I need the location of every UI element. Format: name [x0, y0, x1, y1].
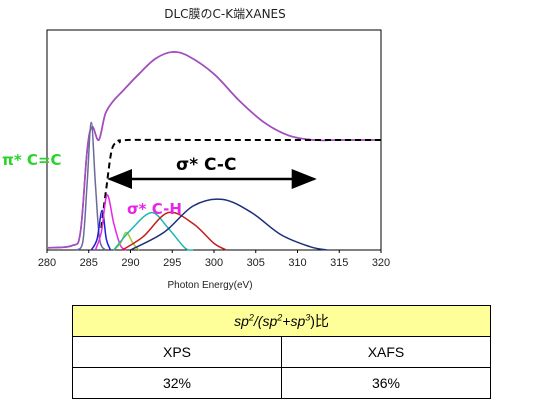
x-tick-label: 320 [372, 257, 390, 269]
annotation-pi-cc: π* C=C [2, 151, 62, 169]
series-line-5 [94, 194, 127, 251]
series-line-1 [46, 51, 381, 249]
header-text-plus: + [282, 313, 291, 329]
series-line-2 [100, 138, 381, 229]
series-line-7 [113, 211, 194, 251]
value-xps: 32% [72, 367, 282, 399]
x-axis-ticks: 280 285 290 295 300 305 310 315 320 [38, 250, 390, 269]
header-text-sp: sp [290, 313, 306, 329]
table-header-row: sp2/(sp2+sp3)比 [72, 305, 491, 337]
x-tick-label: 300 [205, 257, 223, 269]
series-line-6 [113, 231, 140, 251]
annotation-sigma-cc: σ* C-C [176, 155, 236, 175]
annotation-sigma-ch: σ* C-H [127, 200, 182, 218]
x-tick-label: 315 [330, 257, 348, 269]
chart-title: DLC膜のC-K端XANES [164, 7, 286, 21]
header-exp: 2 [248, 312, 254, 323]
table-row: 32% 36% [72, 367, 491, 399]
xanes-chart: DLC膜のC-K端XANES 280 285 290 295 300 305 310 315 3… [2, 7, 390, 291]
header-text-close: )比 [310, 313, 329, 329]
header-exp: 2 [277, 312, 283, 323]
value-xafs: 36% [281, 367, 491, 399]
series-layer [46, 51, 381, 251]
header-text-mid: /( [253, 313, 263, 329]
header-text-sp: sp [262, 313, 278, 329]
header-exp: 3 [305, 312, 311, 323]
x-tick-label: 305 [247, 257, 265, 269]
series-line-4 [90, 209, 112, 251]
series-line-9 [130, 198, 327, 251]
x-axis-label: Photon Energy(eV) [167, 280, 252, 291]
x-tick-label: 280 [38, 257, 56, 269]
chart-svg: DLC膜のC-K端XANES 280 285 290 295 300 305 310 315 3… [2, 7, 390, 291]
column-header-xps: XPS [72, 336, 282, 368]
column-header-xafs: XAFS [281, 336, 491, 368]
table-header-cell: sp2/(sp2+sp3)比 [72, 305, 491, 337]
x-tick-label: 285 [80, 257, 98, 269]
table-row: XPS XAFS [72, 336, 491, 368]
x-tick-label: 290 [121, 257, 139, 269]
x-tick-label: 310 [288, 257, 306, 269]
x-tick-label: 295 [163, 257, 181, 269]
sp-ratio-table: sp2/(sp2+sp3)比 XPS XAFS 32% 36% [72, 305, 491, 399]
header-text-sp: sp [234, 313, 249, 329]
